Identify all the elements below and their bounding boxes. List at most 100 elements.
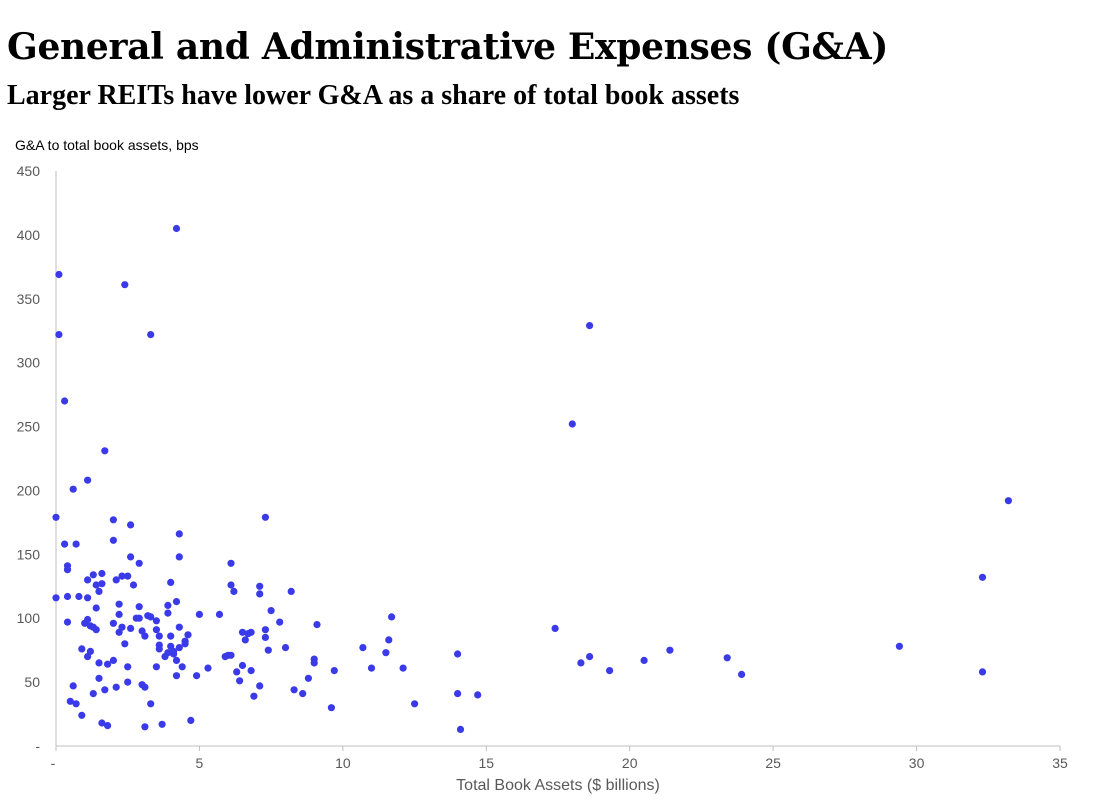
data-point xyxy=(181,637,189,645)
data-point xyxy=(84,594,92,602)
data-point xyxy=(69,682,77,690)
data-point xyxy=(178,663,186,671)
data-point xyxy=(367,664,376,672)
data-point xyxy=(261,626,269,634)
data-point xyxy=(152,617,160,625)
x-tick-label: - xyxy=(51,755,56,771)
data-point xyxy=(89,690,97,698)
data-point xyxy=(155,645,163,653)
data-point xyxy=(238,661,247,670)
data-point xyxy=(175,623,183,631)
x-tick-label: 25 xyxy=(765,755,781,771)
data-point xyxy=(978,573,987,581)
data-point xyxy=(256,590,264,598)
data-point xyxy=(586,322,594,330)
data-point xyxy=(167,578,175,587)
y-tick-label: 50 xyxy=(24,674,40,690)
data-point xyxy=(310,659,318,667)
data-point xyxy=(230,587,238,596)
data-point xyxy=(164,609,172,617)
data-point xyxy=(215,610,224,619)
data-point xyxy=(127,553,135,561)
data-point xyxy=(72,700,80,708)
data-point xyxy=(101,686,109,694)
data-point xyxy=(164,649,172,657)
data-point xyxy=(92,604,100,612)
data-point xyxy=(109,656,117,665)
y-tick-label: 250 xyxy=(17,419,41,435)
data-point xyxy=(89,571,97,579)
x-axis-label: Total Book Assets ($ billions) xyxy=(456,777,660,794)
data-point xyxy=(75,592,83,601)
data-point xyxy=(640,656,648,665)
data-point xyxy=(666,646,674,654)
data-point xyxy=(152,663,160,671)
data-point xyxy=(551,624,559,633)
data-point xyxy=(172,656,181,665)
data-point xyxy=(109,516,117,524)
data-point xyxy=(290,686,298,694)
data-point xyxy=(124,572,132,580)
data-point xyxy=(63,618,72,626)
data-point xyxy=(241,636,249,644)
y-axis-label: G&A to total book assets, bps xyxy=(15,137,199,153)
data-point xyxy=(236,677,244,685)
data-point xyxy=(175,530,183,538)
data-point xyxy=(247,667,255,675)
data-point xyxy=(586,653,594,661)
data-point xyxy=(115,600,123,608)
y-tick-label: 200 xyxy=(17,482,41,498)
data-point xyxy=(127,521,135,529)
data-point xyxy=(135,559,143,567)
data-point xyxy=(454,650,462,658)
y-tick-label: 300 xyxy=(17,355,41,371)
data-point xyxy=(187,716,195,725)
chart-title: General and Administrative Expenses (G&A… xyxy=(7,26,889,68)
x-tick-label: 35 xyxy=(1052,755,1068,771)
data-point xyxy=(456,725,465,734)
data-point xyxy=(135,603,143,611)
data-point xyxy=(978,668,987,676)
data-point xyxy=(261,513,269,521)
data-point xyxy=(313,621,321,629)
data-point xyxy=(330,667,338,675)
data-point xyxy=(454,690,462,698)
data-point xyxy=(84,476,92,484)
data-point xyxy=(86,647,94,656)
data-point xyxy=(95,587,103,596)
data-point xyxy=(267,607,275,615)
data-point xyxy=(127,624,135,633)
data-point xyxy=(98,580,106,588)
data-point xyxy=(101,447,109,455)
data-point xyxy=(723,654,731,662)
data-point xyxy=(238,628,247,636)
data-point xyxy=(175,644,183,652)
data-point xyxy=(167,632,175,640)
data-point xyxy=(233,668,241,676)
x-tick-label: 30 xyxy=(909,755,925,771)
chart-subtitle: Larger REITs have lower G&A as a share o… xyxy=(7,80,740,111)
data-point xyxy=(84,615,92,624)
data-point xyxy=(92,581,100,589)
data-point xyxy=(195,610,203,619)
data-point xyxy=(172,672,181,680)
data-point xyxy=(52,513,60,521)
data-point xyxy=(359,644,367,652)
data-points xyxy=(52,224,1013,734)
data-point xyxy=(256,682,264,690)
data-point xyxy=(112,576,120,584)
y-tick-label: 350 xyxy=(17,291,41,307)
data-point xyxy=(95,659,103,667)
x-tick-label: 15 xyxy=(478,755,494,771)
data-point xyxy=(129,581,138,589)
data-point xyxy=(61,397,69,405)
data-point xyxy=(63,592,72,601)
data-point xyxy=(175,553,183,561)
data-point xyxy=(411,700,419,708)
data-point xyxy=(250,692,258,700)
data-point xyxy=(164,601,172,610)
data-point xyxy=(124,663,132,671)
data-point xyxy=(69,485,77,493)
data-point xyxy=(247,628,255,636)
data-point xyxy=(104,722,112,730)
